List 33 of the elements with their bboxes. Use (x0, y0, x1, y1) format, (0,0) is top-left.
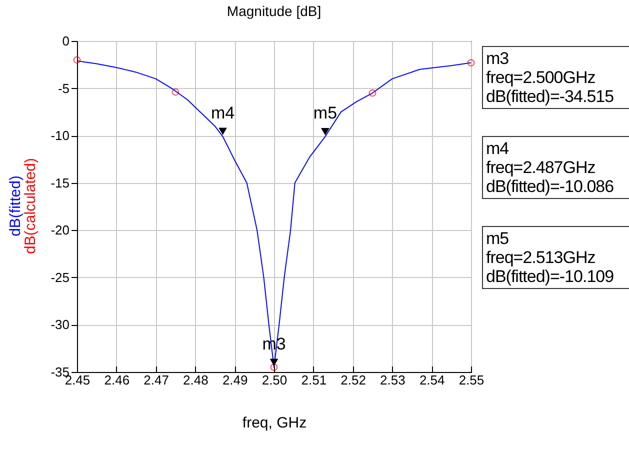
y-tick-label: -5 (58, 80, 70, 96)
line-series (76, 60, 472, 368)
point (172, 88, 180, 96)
point (73, 56, 81, 64)
x-tick-label: 2.46 (104, 372, 130, 388)
y-tick-label: 0 (62, 34, 70, 48)
annotation: m4 (210, 103, 235, 122)
x-tick-label: 2.51 (301, 372, 327, 388)
point (467, 59, 475, 66)
y-tick-label: -25 (50, 270, 70, 285)
x-tick-label: 2.52 (340, 372, 366, 388)
y-tick-label: -10 (50, 128, 70, 144)
text: m4 freq=2.487GHz dB(fitted)=-10.086 (482, 136, 629, 199)
x-axis-title: freq, GHz (242, 414, 307, 432)
y-tick-label: -15 (50, 175, 70, 190)
text: dB(fitted) (7, 176, 24, 236)
x-tick-label: 2.49 (222, 372, 248, 388)
y-tick-label: -20 (50, 222, 70, 238)
x-tick-label: 2.54 (419, 372, 445, 388)
point (270, 364, 278, 371)
x-tick-label: 2.48 (183, 372, 208, 388)
y-tick-label: -30 (50, 317, 70, 332)
x-tick-label: 2.47 (144, 372, 169, 388)
text: m3 freq=2.500GHz dB(fitted)=-34.515 (482, 46, 629, 109)
chart-title: Magnitude [dB] (226, 3, 322, 19)
x-tick-label: 2.50 (262, 372, 288, 388)
y-tick-label: -35 (50, 364, 70, 380)
x-tick-label: 2.55 (458, 372, 484, 388)
point (368, 89, 376, 97)
x-tick-label: 2.53 (380, 372, 406, 388)
text: m5 freq=2.513GHz dB(fitted)=-10.109 (482, 226, 629, 289)
annotation: m5 (313, 104, 338, 123)
text: dB(calculated) (22, 158, 39, 254)
